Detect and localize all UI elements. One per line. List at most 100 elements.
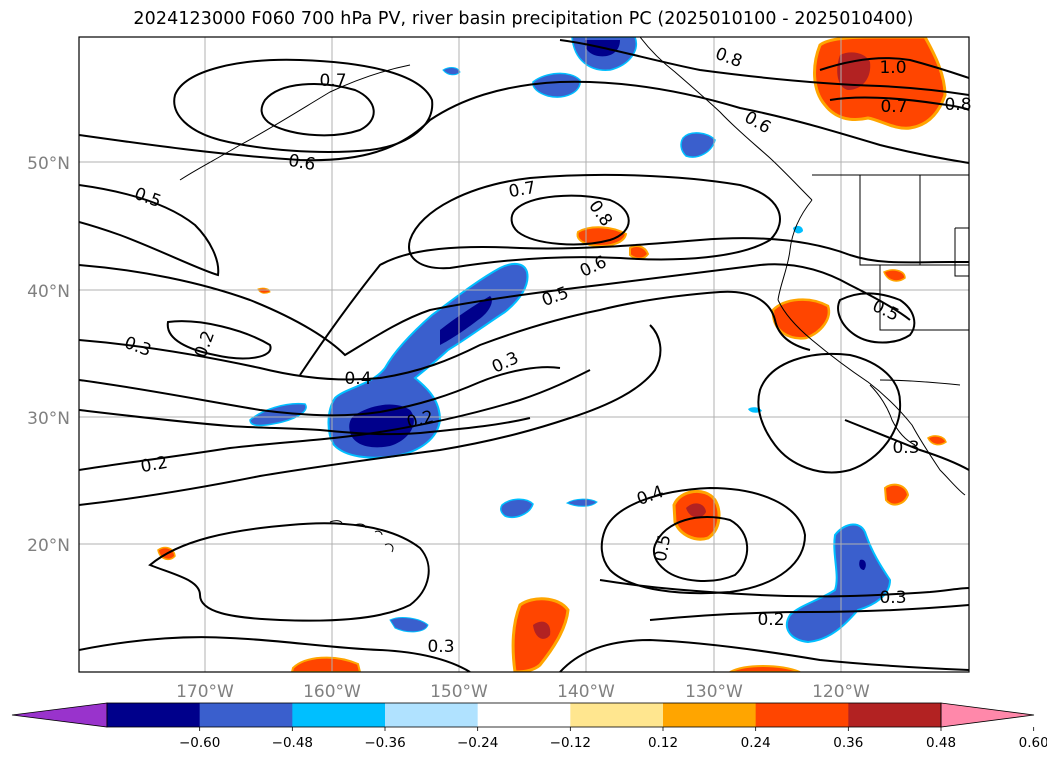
- contour-label: 0.5: [651, 533, 675, 563]
- contour-08-central-ring: [510, 194, 630, 246]
- lat-label-20n: 20°N: [27, 536, 70, 556]
- contour-03-east: [844, 419, 969, 471]
- colorbar-box: [570, 703, 664, 727]
- colorbar-box: [663, 703, 757, 727]
- precip-negative-small-5: [389, 617, 429, 633]
- lon-label-130w: 130°W: [685, 682, 743, 702]
- colorbar-tick-label: 0.60: [1019, 735, 1047, 751]
- colorbar-box: [292, 703, 386, 727]
- colorbar-tick-label: 0.36: [833, 735, 863, 751]
- colorbar: −0.60 −0.48 −0.36 −0.24 −0.12 0.12 0.24 0.36 0.4…: [11, 702, 1047, 751]
- contour-label: 1.0: [879, 58, 906, 78]
- map-frame-border: [78, 36, 970, 673]
- baja-california: [869, 384, 916, 446]
- colorbar-extend-low: [11, 702, 108, 728]
- precip-negative-southeast-core: [859, 559, 866, 570]
- colorbar-tick-label: 0.48: [926, 735, 956, 751]
- contour-07-north-east: [829, 96, 969, 111]
- contour-03-southeast: [599, 579, 969, 598]
- coastlines: [179, 37, 969, 553]
- contour-label: 0.2: [139, 453, 169, 477]
- colorbar-box: [199, 703, 293, 727]
- contour-label: 0.7: [319, 71, 346, 91]
- colorbar-tick-label: −0.36: [364, 735, 405, 751]
- precip-positive-northeast-core: [837, 52, 871, 90]
- colorbar-box: [107, 703, 201, 727]
- colorbar-tick-label: −0.48: [272, 735, 313, 751]
- contour-06-north: [79, 80, 969, 164]
- precip-negative-small-4: [565, 498, 598, 507]
- contour-bottom-2: [559, 638, 969, 672]
- colorbar-outline: [106, 702, 942, 728]
- precip-positive-5-core: [686, 503, 706, 518]
- contour-label: 0.7: [880, 97, 907, 117]
- lon-label-170w: 170°W: [176, 682, 234, 702]
- contour-02-small-loop: [166, 320, 272, 360]
- longitude-labels: 170°W 160°W 150°W 140°W 130°W 120°W: [176, 682, 870, 702]
- colorbar-tick-label: 0.12: [648, 735, 678, 751]
- precip-positive-6: [883, 483, 910, 506]
- aleutian-islands: [179, 64, 411, 181]
- precip-negative-core: [349, 404, 414, 448]
- contour-07-inner-ring: [260, 83, 375, 137]
- precip-positive-3: [771, 298, 831, 340]
- contour-1-north: [819, 57, 969, 79]
- colorbar-box: [385, 703, 479, 727]
- lat-label-50n: 50°N: [27, 154, 70, 174]
- lat-label-40n: 40°N: [27, 282, 70, 302]
- contour-03-central: [79, 366, 561, 417]
- hawaii-islands: [329, 520, 394, 553]
- us-west-coast: [777, 299, 966, 496]
- contour-02-south: [79, 369, 591, 471]
- precip-positive-1: [576, 226, 628, 247]
- precip-positive-south-core: [533, 621, 551, 639]
- map-title: 2024123000 F060 700 hPa PV, river basin …: [133, 9, 914, 29]
- colorbar-tick-label: −0.60: [179, 735, 220, 751]
- contour-08-north: [559, 39, 969, 96]
- contour-bottom-1: [79, 636, 471, 672]
- precip-negative-small-2: [442, 67, 461, 76]
- contour-label: 0.3: [879, 588, 906, 608]
- contour-label: 0.7: [507, 178, 537, 202]
- colorbar-tick-label: −0.24: [457, 735, 498, 751]
- colorbar-box: [755, 703, 849, 727]
- colorbar-extend-high: [940, 702, 1035, 728]
- latitude-labels: 50°N 40°N 30°N 20°N: [27, 154, 70, 556]
- precip-positive-9: [927, 435, 947, 446]
- precip-negative-core-2: [440, 296, 492, 345]
- contour-label: 0.2: [757, 610, 784, 630]
- contour-04-south-ring: [600, 486, 807, 595]
- precip-positive-4: [883, 269, 906, 282]
- precip-negative-top-2: [532, 72, 581, 98]
- contour-label: 0.3: [892, 438, 919, 458]
- contour-05-west: [79, 184, 220, 277]
- precip-negative-top-3: [680, 132, 716, 158]
- colorbar-box: [477, 703, 571, 727]
- contour-label: 0.8: [944, 95, 971, 115]
- precip-positive-2: [629, 245, 650, 260]
- contour-05-south-ring: [652, 516, 749, 582]
- lon-label-150w: 150°W: [430, 682, 488, 702]
- contour-02-central: [79, 409, 531, 436]
- contour-05-east: [837, 292, 916, 344]
- lon-label-160w: 160°W: [303, 682, 361, 702]
- contour-06-central: [299, 237, 969, 376]
- contour-05-central: [79, 263, 911, 357]
- precip-negative-small-3: [500, 498, 534, 518]
- contour-04-central: [79, 290, 811, 381]
- contour-label: 0.6: [287, 151, 317, 175]
- precip-positive-south-2: [290, 656, 362, 672]
- contour-east-loop: [757, 352, 902, 474]
- lon-label-120w: 120°W: [812, 682, 870, 702]
- colorbar-tick-label: −0.12: [550, 735, 591, 751]
- colorbar-box: [848, 703, 942, 727]
- pv-contours: [79, 39, 969, 672]
- precip-positive-8: [257, 287, 271, 294]
- contour-south-loop-1: [148, 522, 430, 622]
- lat-label-30n: 30°N: [27, 409, 70, 429]
- british-columbia-coast: [777, 199, 813, 301]
- contour-02-southeast: [649, 604, 969, 621]
- contour-label: 0.4: [344, 369, 371, 389]
- alaska-coast: [639, 37, 813, 201]
